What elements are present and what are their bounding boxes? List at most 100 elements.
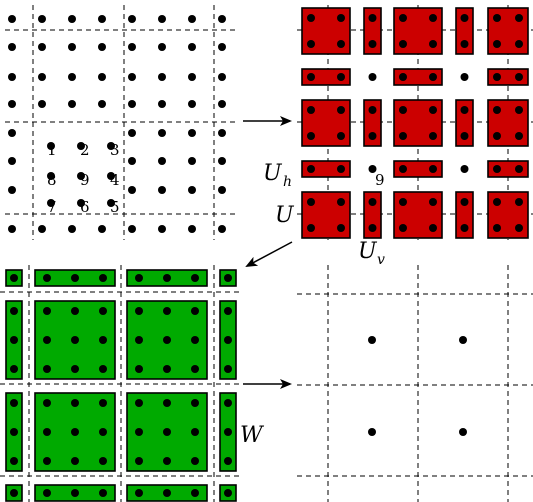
grid-node	[8, 129, 16, 137]
grid-node	[191, 428, 199, 436]
grid-node	[10, 489, 18, 497]
grid-node	[38, 43, 46, 51]
grid-node	[459, 336, 467, 344]
grid-node	[224, 428, 232, 436]
grid-node	[307, 73, 315, 81]
red-block-uv	[455, 99, 474, 147]
grid-node	[307, 106, 315, 114]
grid-node	[158, 129, 166, 137]
grid-node	[399, 106, 407, 114]
grid-node	[8, 43, 16, 51]
grid-node	[224, 274, 232, 282]
grid-node	[460, 198, 469, 206]
stencil-6: 6	[80, 198, 90, 216]
grid-node	[98, 73, 106, 81]
grid-node	[460, 132, 469, 140]
grid-node	[368, 165, 377, 173]
grid-node	[8, 15, 16, 23]
grid-node	[224, 457, 232, 465]
grid-node	[10, 336, 18, 344]
grid-node	[337, 14, 345, 22]
grid-node	[368, 132, 377, 140]
stencil-4: 4	[110, 171, 120, 189]
grid-node	[191, 307, 199, 315]
grid-node	[158, 157, 166, 165]
grid-node	[307, 132, 315, 140]
grid-node	[460, 106, 469, 114]
stencil-labels: 1 2 3 8 9 4 7 6 5	[47, 141, 120, 216]
grid-node	[307, 165, 315, 173]
grid-node	[515, 132, 523, 140]
grid-node	[515, 165, 523, 173]
grid-node	[135, 457, 143, 465]
grid-node	[38, 73, 46, 81]
grid-node	[460, 165, 469, 173]
grid-node	[128, 15, 136, 23]
red-block-uv	[363, 99, 382, 147]
grid-node	[515, 224, 523, 232]
grid-node	[158, 15, 166, 23]
grid-node	[8, 225, 16, 233]
grid-node	[368, 40, 377, 48]
grid-node	[10, 307, 18, 315]
grid-node	[218, 157, 226, 165]
grid-node	[43, 428, 51, 436]
grid-node	[43, 457, 51, 465]
grid-node	[224, 307, 232, 315]
grid-node	[218, 129, 226, 137]
grid-node	[158, 186, 166, 194]
grid-node	[399, 14, 407, 22]
grid-node	[429, 198, 437, 206]
grid-node	[337, 73, 345, 81]
grid-node	[77, 199, 85, 207]
grid-node	[135, 365, 143, 373]
red-block-u	[487, 99, 529, 147]
grid-node	[337, 198, 345, 206]
grid-node	[399, 132, 407, 140]
red-block-uh	[487, 68, 529, 86]
grid-node	[99, 307, 107, 315]
grid-node	[188, 73, 196, 81]
grid-node	[107, 199, 115, 207]
u-v-main: U	[358, 239, 378, 264]
grid-node	[99, 365, 107, 373]
grid-node	[337, 224, 345, 232]
grid-node	[38, 225, 46, 233]
grid-node	[218, 73, 226, 81]
grid-node	[163, 307, 171, 315]
grid-node	[99, 428, 107, 436]
grid-node	[128, 129, 136, 137]
grid-node	[68, 15, 76, 23]
grid-node	[191, 489, 199, 497]
grid-node	[368, 428, 376, 436]
red-block-uh	[301, 68, 351, 86]
grid-node	[399, 224, 407, 232]
grid-node	[135, 274, 143, 282]
grid-node	[163, 399, 171, 407]
grid-node	[460, 14, 469, 22]
green-block-panel	[0, 265, 240, 502]
stencil-7: 7	[47, 198, 57, 216]
grid-node	[188, 129, 196, 137]
grid-node	[71, 274, 79, 282]
grid-node	[38, 15, 46, 23]
label-w: W	[240, 423, 265, 448]
center-label-9: 9	[375, 171, 385, 189]
grid-node	[71, 489, 79, 497]
stencil-8: 8	[47, 171, 57, 189]
grid-node	[188, 15, 196, 23]
stencil-9: 9	[80, 171, 90, 189]
grid-node	[218, 15, 226, 23]
grid-node	[188, 157, 196, 165]
grid-node	[191, 274, 199, 282]
grid-node	[163, 457, 171, 465]
grid-node	[218, 225, 226, 233]
grid-node	[515, 106, 523, 114]
grid-node	[460, 73, 469, 81]
stencil-1: 1	[47, 141, 57, 159]
stencil-5: 5	[110, 198, 120, 216]
grid-node	[191, 399, 199, 407]
grid-node	[128, 73, 136, 81]
red-block-u	[487, 191, 529, 239]
grid-node	[399, 40, 407, 48]
